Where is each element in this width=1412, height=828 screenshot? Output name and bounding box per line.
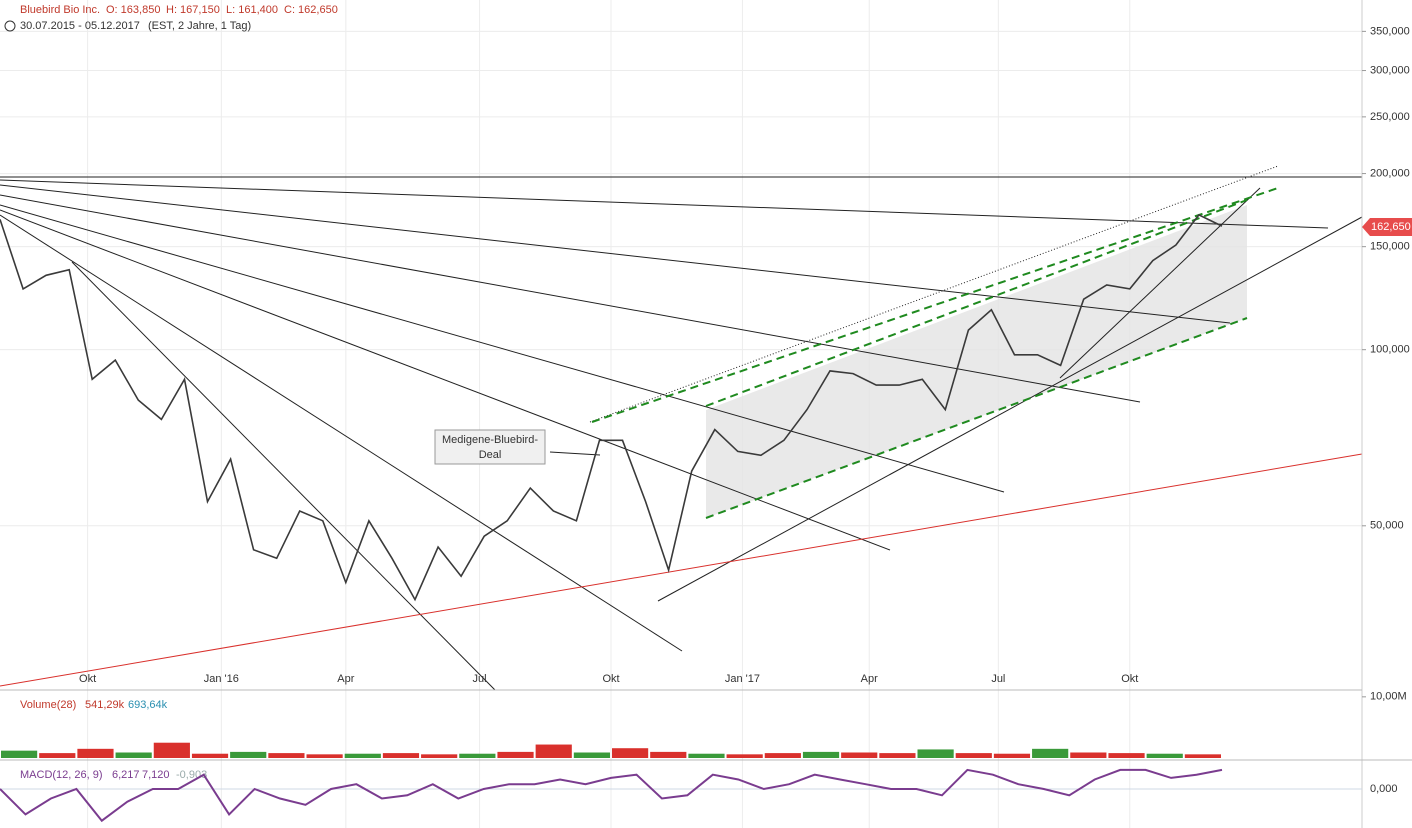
- ohlc: H: 167,150: [166, 4, 220, 16]
- macd-line: [0, 768, 1223, 823]
- volume-bar: [841, 752, 878, 758]
- volume-title: Volume(28): [20, 699, 76, 711]
- annotation-box: [434, 429, 546, 465]
- volume-bar: [39, 753, 76, 758]
- y-tick-label: 50,000: [1370, 520, 1404, 532]
- volume-bar: [726, 754, 763, 758]
- y-tick-label: 0,000: [1370, 783, 1398, 795]
- price-tag-label: 162,650: [1371, 221, 1411, 233]
- x-tick-label: Apr: [337, 673, 354, 685]
- ohlc: O: 163,850: [106, 4, 160, 16]
- volume-bar: [77, 748, 114, 758]
- volume-bar: [535, 744, 572, 758]
- volume-stat: 541,29k: [85, 699, 125, 711]
- y-tick-label: 100,000: [1370, 344, 1410, 356]
- volume-stat: 693,64k: [128, 699, 168, 711]
- volume-bar: [153, 742, 190, 758]
- volume-bar: [573, 752, 610, 758]
- ohlc: C: 162,650: [284, 4, 338, 16]
- volume-bar: [802, 751, 840, 758]
- macd-title: MACD(12, 26, 9): [20, 769, 103, 781]
- x-tick-label: Jan '17: [725, 673, 760, 685]
- volume-bar: [1070, 752, 1107, 758]
- x-tick-label: Jul: [473, 673, 487, 685]
- clock-icon: [4, 20, 16, 32]
- volume-bar: [879, 753, 916, 758]
- volume-bar: [688, 753, 725, 758]
- y-tick-label: 250,000: [1370, 111, 1410, 123]
- y-tick-label: 10,00M: [1370, 691, 1407, 703]
- volume-bar: [1146, 753, 1183, 758]
- volume-bar: [1, 750, 38, 758]
- volume-bar: [764, 753, 801, 758]
- volume-bar: [993, 753, 1031, 758]
- volume-bar: [917, 749, 954, 758]
- volume-bar: [612, 748, 649, 758]
- volume-bar: [344, 753, 381, 758]
- macd-stat: 7,120: [142, 769, 170, 781]
- y-tick-label: 350,000: [1370, 25, 1410, 37]
- channel-area: [706, 205, 1247, 518]
- volume-bar: [955, 753, 992, 758]
- volume-bar: [497, 751, 534, 758]
- period-note: (EST, 2 Jahre, 1 Tag): [148, 20, 251, 32]
- volume-bar: [459, 753, 496, 758]
- volume-bar: [1184, 754, 1221, 758]
- x-tick-label: Okt: [79, 673, 96, 685]
- volume-bar: [268, 753, 305, 758]
- x-tick-label: Okt: [1121, 673, 1138, 685]
- x-tick-label: Jul: [991, 673, 1005, 685]
- y-tick-label: 150,000: [1370, 241, 1410, 253]
- trendlines: [0, 165, 1363, 691]
- period: 30.07.2015 - 05.12.2017: [20, 20, 140, 32]
- volume-bar: [230, 751, 267, 758]
- chart-title: Bluebird Bio Inc.: [20, 4, 100, 16]
- volume-bar: [1108, 753, 1145, 758]
- y-tick-label: 200,000: [1370, 167, 1410, 179]
- volume-bar: [115, 752, 152, 758]
- volume-bar: [421, 754, 458, 758]
- macd-stat: 6,217: [112, 769, 140, 781]
- ohlc: L: 161,400: [226, 4, 278, 16]
- x-tick-label: Jan '16: [204, 673, 239, 685]
- volume-bar: [650, 751, 687, 758]
- volume-bar: [1032, 748, 1069, 758]
- y-tick-label: 300,000: [1370, 64, 1410, 76]
- annotation: Medigene-Bluebird-: [442, 434, 538, 446]
- x-tick-label: Okt: [602, 673, 619, 685]
- volume-bar: [191, 753, 229, 758]
- volume-bar: [382, 753, 420, 758]
- price-line: [0, 213, 1223, 602]
- volume-bar: [306, 754, 343, 758]
- price-tag: [1362, 218, 1412, 236]
- x-tick-label: Apr: [861, 673, 878, 685]
- annotation: Deal: [479, 449, 502, 461]
